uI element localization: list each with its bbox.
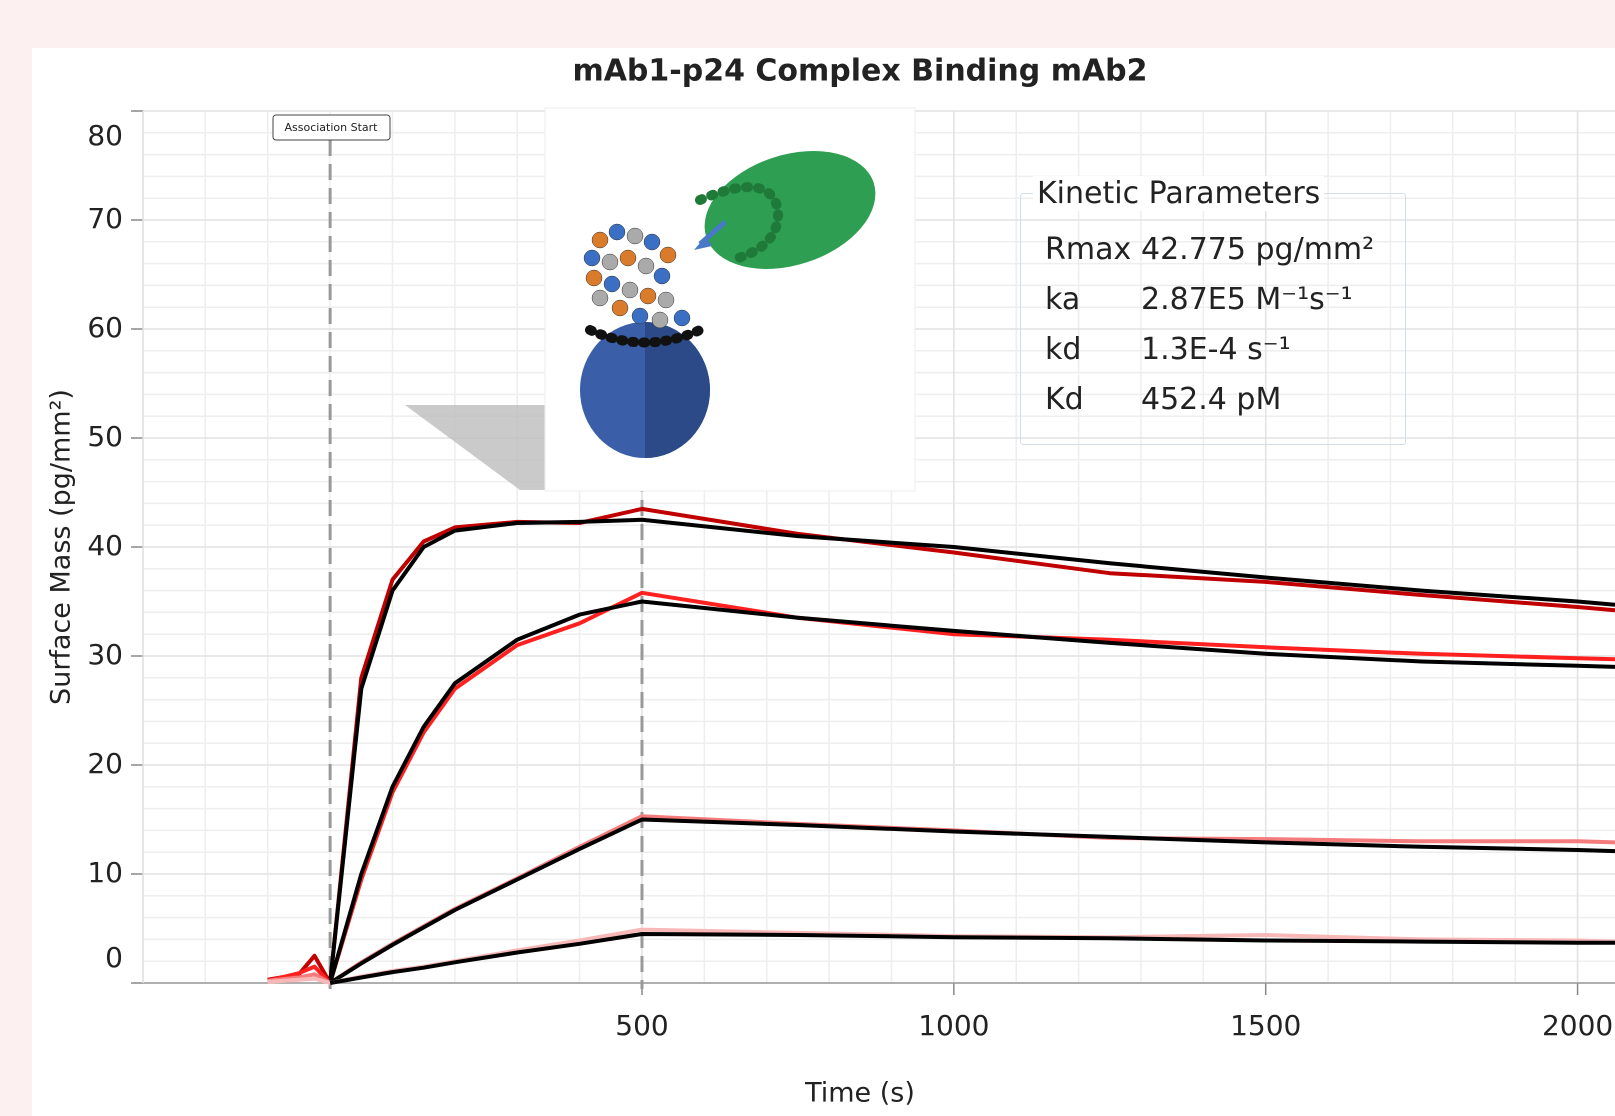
data-line (267, 506, 1615, 985)
parameter-value: 452.4 pM (1141, 382, 1282, 417)
x-tick-label: 2000 (1542, 1009, 1613, 1042)
fit-line (329, 932, 1615, 985)
fit-line (328, 517, 1615, 984)
x-tick-label: 1500 (1230, 1009, 1301, 1042)
parameter-value: 2.87E5 M⁻¹s⁻¹ (1141, 282, 1353, 317)
data-line (267, 927, 1615, 985)
parameter-name: Kd (1045, 382, 1084, 417)
parameter-value: 1.3E-4 s⁻¹ (1141, 332, 1291, 367)
lines (267, 506, 1615, 985)
fit-line (328, 599, 1615, 984)
box-title: Kinetic Parameters (1033, 176, 1325, 211)
annotation-label: Association Start (284, 121, 378, 134)
association-start-annotation: Association Start (272, 114, 391, 141)
parameter-name: Rmax (1045, 232, 1132, 267)
parameter-value: 42.775 pg/mm² (1141, 232, 1375, 267)
y-tick-label: 70 (87, 202, 123, 235)
y-tick-label: 20 (87, 747, 123, 780)
parameter-name: ka (1045, 282, 1081, 317)
reference-lines (328, 140, 644, 989)
chart-title: mAb1-p24 Complex Binding mAb2 (572, 54, 1147, 89)
data-line (267, 590, 1615, 985)
y-tick-label: 60 (87, 311, 123, 344)
y-tick-label: 50 (87, 420, 123, 453)
fit-line (329, 817, 1615, 985)
y-tick-label: 0 (105, 941, 123, 974)
x-tick-label: 1000 (918, 1009, 989, 1042)
parameter-name: kd (1045, 332, 1082, 367)
kinetic-parameters-box: Kinetic Parameters Rmax 42.775 pg/mm² ka 2.… (1020, 176, 1406, 445)
y-axis-label: Surface Mass (pg/mm²) (46, 389, 77, 705)
y-tick-label: 10 (87, 856, 123, 889)
x-axis-label: Time (s) (804, 1078, 915, 1109)
y-tick-label: 40 (87, 529, 123, 562)
y-tick-label: 80 (87, 119, 123, 152)
y-tick-label: 30 (87, 638, 123, 671)
x-tick-label: 500 (615, 1009, 668, 1042)
inset-illustration (405, 107, 916, 492)
